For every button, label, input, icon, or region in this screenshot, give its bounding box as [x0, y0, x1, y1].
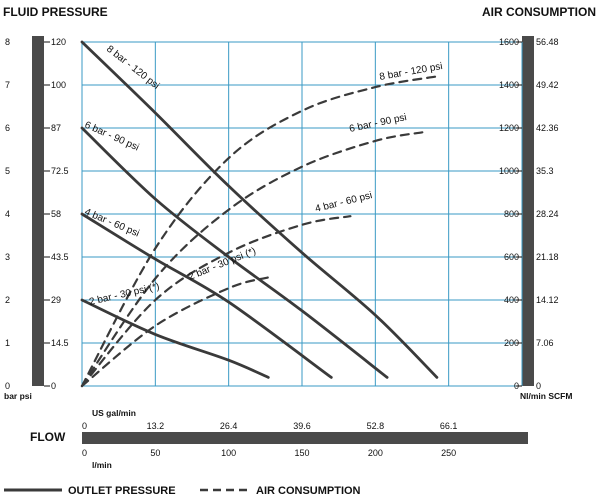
flow-gal-tick: 0: [82, 421, 87, 431]
flow-gal-tick: 52.8: [367, 421, 385, 431]
flow-lmin-tick: 250: [441, 448, 456, 458]
left-psi-tick: 100: [51, 80, 66, 90]
flow-lmin-tick: 50: [150, 448, 160, 458]
flow-gal-tick: 66.1: [440, 421, 458, 431]
right-nl-tick: 400: [504, 295, 519, 305]
air-consumption-curve-5: [80, 131, 424, 388]
right-nl-tick: 1000: [499, 166, 519, 176]
right-scfm-tick: 21.18: [536, 252, 559, 262]
label-air-4bar: 4 bar - 60 psi: [314, 190, 373, 215]
left-axis-bar: [32, 36, 44, 386]
right-scfm-tick: 28.24: [536, 209, 559, 219]
flow-axis-title: FLOW: [30, 430, 66, 444]
left-bar-tick: 6: [5, 123, 10, 133]
flow-axis-bar: [82, 432, 528, 444]
legend: OUTLET PRESSURE AIR CONSUMPTION: [4, 485, 361, 497]
grid-lines: [81, 41, 523, 387]
outlet-pressure-curve-1: [80, 126, 389, 379]
right-scfm-tick: 35.3: [536, 166, 554, 176]
left-psi-tick: 29: [51, 295, 61, 305]
left-unit-bar: bar: [4, 391, 18, 401]
right-unit-label: Nl/min SCFM: [520, 391, 572, 401]
left-psi-tick: 87: [51, 123, 61, 133]
right-nl-tick: 800: [504, 209, 519, 219]
right-axis-title: AIR CONSUMPTION: [482, 5, 596, 19]
right-nl-tick: 0: [514, 381, 519, 391]
outlet-pressure-curve-2: [80, 212, 333, 379]
right-nl-tick: 600: [504, 252, 519, 262]
right-scfm-tick: 7.06: [536, 338, 554, 348]
flow-gal-tick: 13.2: [147, 421, 165, 431]
right-scfm-tick: 56.48: [536, 37, 559, 47]
left-unit-label: bar psi: [4, 391, 32, 401]
flow-gal-tick: 26.4: [220, 421, 238, 431]
outlet-pressure-curve-3: [80, 298, 270, 379]
right-scfm-tick: 14.12: [536, 295, 559, 305]
left-psi-tick: 120: [51, 37, 66, 47]
flow-gal-tick: 39.6: [293, 421, 311, 431]
left-unit-psi: psi: [20, 391, 32, 401]
right-nl-tick: 1400: [499, 80, 519, 90]
left-bar-tick: 8: [5, 37, 10, 47]
air-consumption-curve-4: [80, 75, 438, 388]
right-nl-tick: 1600: [499, 37, 519, 47]
right-scfm-tick: 49.42: [536, 80, 559, 90]
left-psi-tick: 43.5: [51, 252, 69, 262]
right-scfm-tick: 42.36: [536, 123, 559, 133]
left-bar-tick: 0: [5, 381, 10, 391]
left-psi-tick: 14.5: [51, 338, 69, 348]
legend-outlet-label: OUTLET PRESSURE: [68, 485, 176, 497]
right-unit-nl: Nl/min: [520, 391, 546, 401]
flow-unit-lmin: l/min: [92, 460, 112, 470]
right-axis-bar: [522, 36, 534, 386]
curves: [80, 40, 439, 388]
left-psi-tick: 58: [51, 209, 61, 219]
flow-lmin-tick: 150: [294, 448, 309, 458]
left-axis-title: FLUID PRESSURE: [3, 5, 108, 19]
outlet-pressure-curve-0: [80, 40, 439, 379]
left-bar-tick: 1: [5, 338, 10, 348]
right-unit-scfm: SCFM: [548, 391, 572, 401]
left-bar-tick: 4: [5, 209, 10, 219]
left-bar-tick: 7: [5, 80, 10, 90]
air-consumption-curve-7: [80, 276, 270, 388]
flow-unit-gal: US gal/min: [92, 408, 136, 418]
legend-air-label: AIR CONSUMPTION: [256, 485, 361, 497]
flow-lmin-tick: 0: [82, 448, 87, 458]
right-scfm-tick: 0: [536, 381, 541, 391]
right-nl-tick: 1200: [499, 123, 519, 133]
label-air-6bar: 6 bar - 90 psi: [348, 112, 407, 135]
right-nl-tick: 200: [504, 338, 519, 348]
left-bar-tick: 5: [5, 166, 10, 176]
flow-lmin-tick: 100: [221, 448, 236, 458]
label-outlet-4bar: 4 bar - 60 psi: [83, 207, 141, 240]
left-bar-tick: 2: [5, 295, 10, 305]
left-psi-tick: 72.5: [51, 166, 69, 176]
label-air-8bar: 8 bar - 120 psi: [379, 61, 444, 83]
flow-lmin-tick: 200: [368, 448, 383, 458]
left-bar-tick: 3: [5, 252, 10, 262]
left-psi-tick: 0: [51, 381, 56, 391]
